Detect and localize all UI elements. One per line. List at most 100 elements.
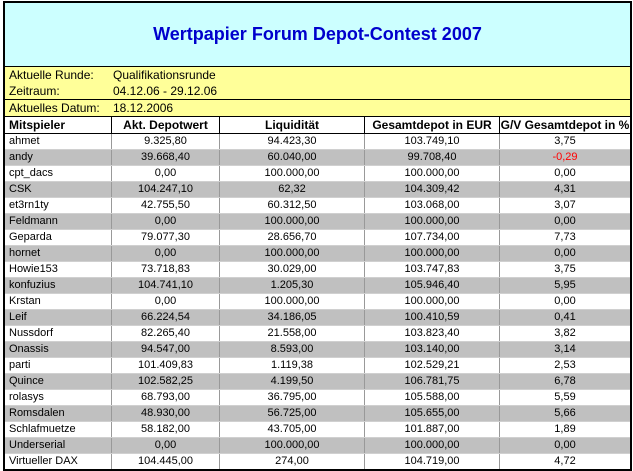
depotwert-cell: 104.247,10 (111, 182, 219, 197)
gv-cell: 1,89 (499, 422, 630, 437)
depotwert-cell: 0,00 (111, 294, 219, 309)
player-name-cell: Nussdorf (9, 327, 54, 339)
gv-cell: 7,73 (499, 230, 630, 245)
depotwert-cell: 68.793,00 (111, 390, 219, 405)
gv-cell: -0,29 (499, 150, 630, 165)
liquiditaet-cell: 4.199,50 (219, 374, 364, 389)
title-band: Wertpapier Forum Depot-Contest 2007 (5, 3, 630, 67)
gv-cell: 0,41 (499, 310, 630, 325)
gv-cell: 0,00 (499, 294, 630, 309)
gesamtdepot-cell: 102.529,21 (364, 358, 499, 373)
gesamtdepot-cell: 105.655,00 (364, 406, 499, 421)
gesamtdepot-cell: 103.749,10 (364, 134, 499, 149)
gesamtdepot-cell: 104.719,00 (364, 454, 499, 469)
liquiditaet-cell: 100.000,00 (219, 246, 364, 261)
table-row: konfuzius 104.741,10 1.205,30 105.946,40 5,9… (5, 278, 630, 294)
info-row-round: Aktuelle Runde: Qualifikationsrunde (5, 67, 630, 83)
depotwert-cell: 94.547,00 (111, 342, 219, 357)
player-name-cell: Geparda (9, 231, 52, 243)
depotwert-cell: 104.741,10 (111, 278, 219, 293)
table-row: parti 101.409,83 1.119,38 102.529,21 2,53 (5, 358, 630, 374)
liquiditaet-cell: 1.119,38 (219, 358, 364, 373)
page-title: Wertpapier Forum Depot-Contest 2007 (153, 24, 482, 44)
gv-cell: 5,59 (499, 390, 630, 405)
player-name-cell: Quince (9, 375, 44, 387)
gesamtdepot-cell: 103.068,00 (364, 198, 499, 213)
gesamtdepot-cell: 101.887,00 (364, 422, 499, 437)
gv-cell: 0,00 (499, 246, 630, 261)
gv-cell: 6,78 (499, 374, 630, 389)
gesamtdepot-cell: 100.410,59 (364, 310, 499, 325)
gv-cell: 4,72 (499, 454, 630, 469)
liquiditaet-cell: 274,00 (219, 454, 364, 469)
table-row: Leif 66.224,54 34.186,05 100.410,59 0,41 (5, 310, 630, 326)
player-name-cell: konfuzius (9, 279, 56, 291)
column-header-gv-prozent: G/V Gesamtdepot in % (499, 117, 630, 133)
liquiditaet-cell: 100.000,00 (219, 214, 364, 229)
depotwert-cell: 101.409,83 (111, 358, 219, 373)
liquiditaet-cell: 1.205,30 (219, 278, 364, 293)
player-name-cell: rolasys (9, 391, 44, 403)
column-header-gesamtdepot: Gesamtdepot in EUR (364, 117, 499, 133)
gesamtdepot-cell: 103.747,83 (364, 262, 499, 277)
table-body: ahmet 9.325,80 94.423,30 103.749,10 3,75 andy… (5, 134, 630, 469)
table-row: et3rn1ty 42.755,50 60.312,50 103.068,00 3,07 (5, 198, 630, 214)
player-name-cell: ahmet (9, 135, 40, 147)
depotwert-cell: 9.325,80 (111, 134, 219, 149)
liquiditaet-cell: 36.795,00 (219, 390, 364, 405)
date-value: 18.12.2006 (113, 101, 174, 115)
period-label: Zeitraum: (9, 84, 60, 98)
depotwert-cell: 58.182,00 (111, 422, 219, 437)
gesamtdepot-cell: 100.000,00 (364, 214, 499, 229)
gesamtdepot-cell: 104.309,42 (364, 182, 499, 197)
gesamtdepot-cell: 100.000,00 (364, 166, 499, 181)
gv-cell: 3,07 (499, 198, 630, 213)
depotwert-cell: 0,00 (111, 214, 219, 229)
gv-cell: 3,75 (499, 134, 630, 149)
table-header-row: Mitspieler Akt. Depotwert Liquidität Ges… (5, 117, 630, 134)
player-name-cell: et3rn1ty (9, 199, 49, 211)
player-name-cell: Virtueller DAX (9, 455, 78, 467)
gesamtdepot-cell: 106.781,75 (364, 374, 499, 389)
date-label: Aktuelles Datum: (9, 101, 100, 115)
table-row: Virtueller DAX 104.445,00 274,00 104.719,00… (5, 454, 630, 469)
contest-sheet: Wertpapier Forum Depot-Contest 2007 Aktu… (3, 1, 632, 471)
table-row: Krstan 0,00 100.000,00 100.000,00 0,00 (5, 294, 630, 310)
liquiditaet-cell: 28.656,70 (219, 230, 364, 245)
gesamtdepot-cell: 105.946,40 (364, 278, 499, 293)
gesamtdepot-cell: 107.734,00 (364, 230, 499, 245)
table-row: Romsdalen 48.930,00 56.725,00 105.655,00 5,6… (5, 406, 630, 422)
liquiditaet-cell: 60.040,00 (219, 150, 364, 165)
depotwert-cell: 0,00 (111, 438, 219, 453)
column-header-depotwert: Akt. Depotwert (111, 117, 219, 133)
table-row: Geparda 79.077,30 28.656,70 107.734,00 7,73 (5, 230, 630, 246)
gv-cell: 3,82 (499, 326, 630, 341)
liquiditaet-cell: 30.029,00 (219, 262, 364, 277)
liquiditaet-cell: 21.558,00 (219, 326, 364, 341)
table-row: hornet 0,00 100.000,00 100.000,00 0,00 (5, 246, 630, 262)
gv-cell: 2,53 (499, 358, 630, 373)
liquiditaet-cell: 62,32 (219, 182, 364, 197)
depotwert-cell: 66.224,54 (111, 310, 219, 325)
liquiditaet-cell: 100.000,00 (219, 438, 364, 453)
liquiditaet-cell: 56.725,00 (219, 406, 364, 421)
liquiditaet-cell: 94.423,30 (219, 134, 364, 149)
gv-cell: 5,66 (499, 406, 630, 421)
column-header-mitspieler: Mitspieler (9, 118, 66, 132)
gv-cell: 3,75 (499, 262, 630, 277)
depotwert-cell: 82.265,40 (111, 326, 219, 341)
gesamtdepot-cell: 100.000,00 (364, 438, 499, 453)
period-value: 04.12.06 - 29.12.06 (113, 84, 218, 98)
table-row: ahmet 9.325,80 94.423,30 103.749,10 3,75 (5, 134, 630, 150)
gv-cell: 4,31 (499, 182, 630, 197)
gv-cell: 0,00 (499, 438, 630, 453)
round-value: Qualifikationsrunde (113, 68, 216, 82)
liquiditaet-cell: 8.593,00 (219, 342, 364, 357)
table-row: cpt_dacs 0,00 100.000,00 100.000,00 0,00 (5, 166, 630, 182)
liquiditaet-cell: 100.000,00 (219, 166, 364, 181)
player-name-cell: Schlafmuetze (9, 423, 76, 435)
player-name-cell: Romsdalen (9, 407, 65, 419)
column-header-liquiditaet: Liquidität (219, 117, 364, 133)
player-name-cell: Leif (9, 311, 27, 323)
liquiditaet-cell: 100.000,00 (219, 294, 364, 309)
